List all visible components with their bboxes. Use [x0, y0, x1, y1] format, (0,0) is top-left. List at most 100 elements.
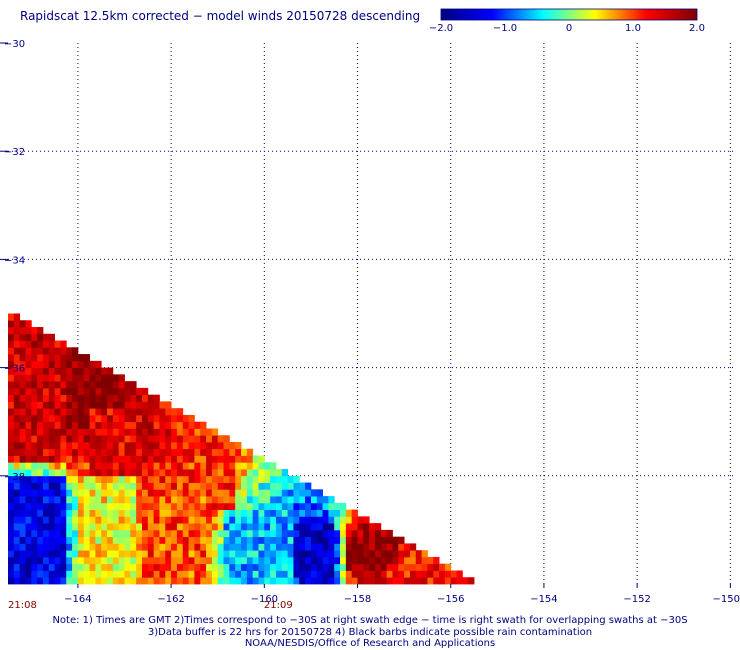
heatmap-cell: [124, 435, 131, 443]
heatmap-cell: [217, 462, 224, 470]
heatmap-cell: [264, 536, 271, 544]
heatmap-cell: [223, 489, 230, 497]
heatmap-cell: [112, 563, 120, 571]
heatmap-cell: [252, 543, 259, 551]
heatmap-cell: [316, 536, 323, 544]
heatmap-cell: [124, 469, 131, 477]
heatmap-cell: [351, 509, 358, 517]
heatmap-cell: [42, 421, 50, 429]
heatmap-cell: [165, 543, 172, 551]
heatmap-cell: [72, 408, 79, 416]
heatmap-cell: [72, 387, 79, 396]
heatmap-cell: [72, 394, 79, 402]
heatmap-cell: [136, 394, 143, 402]
heatmap-cell: [66, 536, 73, 544]
heatmap-cell: [287, 577, 294, 585]
heatmap-cell: [107, 516, 114, 524]
heatmap-cell: [72, 509, 79, 517]
heatmap-cell: [112, 523, 120, 531]
heatmap-cell: [235, 516, 242, 524]
heatmap-cell: [194, 475, 201, 483]
heatmap-cell: [37, 354, 44, 362]
heatmap-cell: [136, 496, 143, 504]
heatmap-cell: [182, 570, 189, 578]
heatmap-cell: [95, 401, 102, 409]
heatmap-cell: [54, 367, 61, 375]
y-tick-label: −34: [4, 255, 25, 266]
heatmap-cell: [130, 543, 137, 551]
heatmap-cell: [182, 509, 189, 517]
heatmap-cell: [89, 469, 96, 477]
heatmap-cells: [8, 313, 475, 585]
heatmap-cell: [54, 435, 61, 443]
heatmap-cell: [31, 421, 38, 429]
heatmap-cell: [89, 428, 96, 436]
heatmap-cell: [25, 556, 32, 565]
heatmap-cell: [159, 536, 166, 544]
heatmap-cell: [351, 550, 358, 558]
heatmap-cell: [48, 550, 56, 558]
heatmap-cell: [89, 543, 96, 551]
heatmap-cell: [211, 462, 219, 470]
heatmap-cell: [345, 563, 353, 571]
heatmap-cell: [8, 543, 15, 551]
heatmap-cell: [398, 543, 405, 551]
heatmap-cell: [37, 347, 44, 355]
heatmap-cell: [19, 475, 26, 483]
heatmap-cell: [223, 529, 230, 538]
heatmap-cell: [60, 414, 67, 423]
heatmap-cell: [95, 394, 102, 402]
heatmap-cell: [13, 469, 21, 477]
heatmap-cell: [223, 550, 230, 558]
heatmap-cell: [246, 543, 254, 551]
heatmap-cell: [398, 536, 405, 544]
heatmap-cell: [72, 536, 79, 544]
heatmap-cell: [66, 496, 73, 504]
heatmap-cell: [235, 570, 242, 578]
heatmap-cell: [357, 550, 364, 558]
heatmap-cell: [31, 475, 38, 483]
heatmap-cell: [83, 496, 90, 504]
heatmap-cell: [171, 536, 178, 544]
heatmap-cell: [159, 550, 166, 558]
heatmap-cell: [200, 482, 207, 490]
heatmap-cell: [369, 523, 376, 531]
heatmap-cell: [165, 502, 172, 511]
heatmap-cell: [322, 570, 329, 578]
heatmap-cell: [42, 550, 50, 558]
heatmap-cell: [176, 523, 184, 531]
heatmap-cell: [176, 543, 184, 551]
heatmap-cell: [66, 556, 73, 565]
heatmap-cell: [37, 496, 44, 504]
heatmap-cell: [13, 543, 21, 551]
heatmap-cell: [246, 475, 254, 483]
heatmap-cell: [450, 577, 457, 585]
heatmap-cell: [439, 570, 446, 578]
heatmap-cell: [328, 496, 335, 504]
heatmap-cell: [159, 529, 166, 538]
heatmap-cell: [37, 448, 44, 456]
heatmap-cell: [19, 462, 26, 470]
heatmap-cell: [8, 469, 15, 477]
heatmap-cell: [270, 462, 277, 470]
heatmap-cell: [363, 543, 370, 551]
heatmap-cell: [141, 469, 149, 477]
heatmap-cell: [153, 496, 160, 504]
heatmap-cell: [229, 496, 236, 504]
heatmap-cell: [89, 394, 96, 402]
heatmap-cell: [141, 496, 149, 504]
heatmap-cell: [124, 387, 131, 396]
heatmap-cell: [211, 523, 219, 531]
heatmap-cell: [77, 421, 85, 429]
heatmap-cell: [217, 556, 224, 565]
heatmap-cell: [176, 570, 184, 578]
heatmap-cell: [188, 475, 195, 483]
heatmap-cell: [235, 523, 242, 531]
heatmap-cell: [351, 577, 358, 585]
heatmap-cell: [200, 502, 207, 511]
heatmap-cell: [264, 496, 271, 504]
heatmap-cell: [31, 570, 38, 578]
heatmap-cell: [60, 448, 67, 456]
heatmap-cell: [130, 502, 137, 511]
heatmap-cell: [211, 509, 219, 517]
